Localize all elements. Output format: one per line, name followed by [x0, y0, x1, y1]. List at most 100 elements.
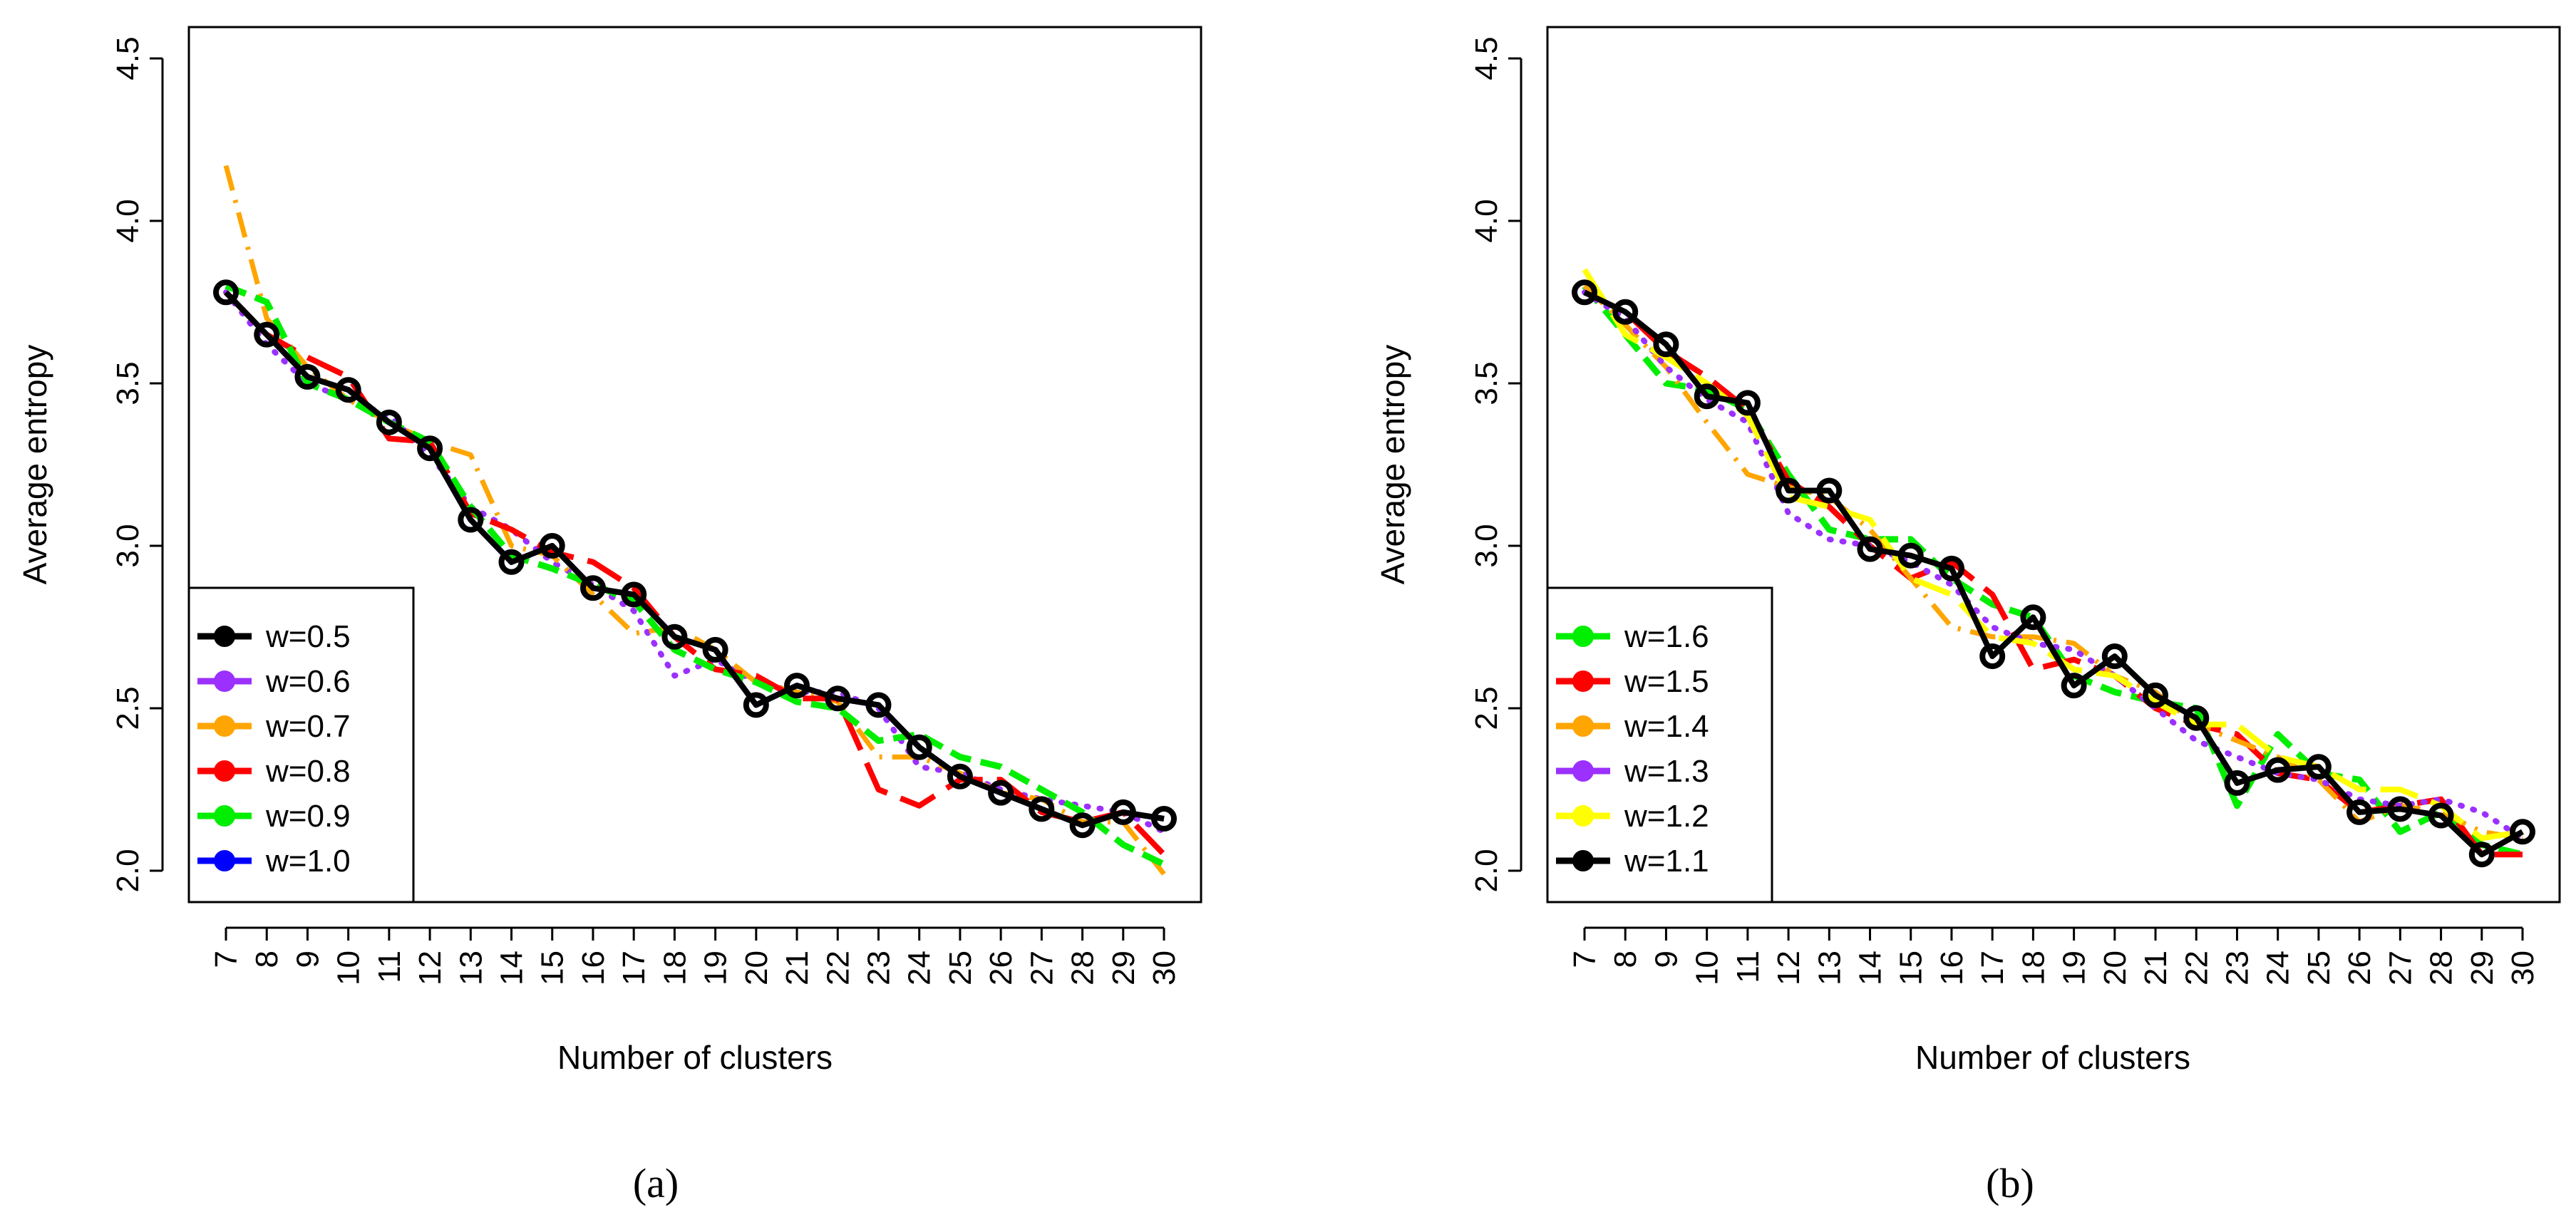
data-point	[1151, 806, 1177, 832]
legend-label: w=0.7	[265, 709, 351, 744]
data-point	[743, 692, 769, 718]
data-point	[906, 734, 932, 760]
x-tick-label: 18	[657, 951, 692, 985]
legend-swatch-marker	[1572, 805, 1594, 827]
x-tick-label: 17	[1975, 951, 2010, 985]
data-point	[1612, 299, 1639, 325]
panel-a-legend: w=0.5 w=0.6 w=0.7 w=0.8 w=0.9 w=1.0	[187, 586, 415, 904]
data-point	[1653, 331, 1679, 358]
data-point	[1897, 542, 1924, 569]
x-tick-label: 8	[1608, 951, 1643, 968]
panel-b-axes: 2.0 2.5 3.0 3.5 4.0 4.5 7 8 9 10 11 12 13 14 15 16 17 18 1…	[1469, 36, 2540, 985]
x-tick-label: 21	[2138, 951, 2173, 985]
data-point	[2428, 802, 2454, 829]
legend-swatch-marker	[1572, 626, 1594, 647]
legend-swatch-marker	[214, 626, 235, 647]
x-tick-label: 15	[1894, 951, 1929, 985]
y-tick-label: 3.5	[110, 361, 145, 405]
x-tick-label: 15	[535, 951, 570, 985]
data-point	[458, 507, 484, 533]
legend-label: w=1.4	[1624, 709, 1709, 744]
data-point	[2101, 643, 2128, 669]
legend-swatch-marker	[1572, 760, 1594, 782]
y-tick-label: 4.0	[1469, 199, 1504, 242]
x-tick-label: 23	[861, 951, 896, 985]
legend-swatch-marker	[214, 715, 235, 737]
legend-label: w=0.6	[265, 664, 351, 699]
data-point	[1816, 477, 1843, 504]
x-tick-label: 27	[1024, 951, 1059, 985]
x-tick-label: 11	[372, 951, 407, 983]
x-tick-label: 26	[984, 951, 1019, 985]
y-tick-label: 4.0	[110, 199, 145, 242]
legend-label: w=0.8	[265, 754, 351, 789]
data-point	[947, 763, 973, 789]
x-tick-label: 14	[495, 951, 530, 985]
x-tick-label: 25	[2302, 951, 2337, 985]
x-tick-label: 11	[1731, 951, 1766, 983]
panel-a-x-axis-label: Number of clusters	[557, 1039, 833, 1076]
x-tick-label: 30	[2505, 951, 2540, 985]
data-point	[335, 377, 361, 403]
data-point	[661, 623, 688, 650]
x-tick-label: 8	[249, 951, 284, 968]
legend-label: w=1.1	[1624, 844, 1709, 879]
x-tick-label: 25	[943, 951, 978, 985]
y-tick-label: 4.5	[1469, 36, 1504, 80]
x-tick-label: 12	[413, 951, 448, 985]
data-point	[539, 533, 565, 559]
x-tick-label: 10	[1690, 951, 1725, 985]
x-tick-label: 19	[2057, 951, 2092, 985]
y-tick-label: 2.0	[110, 849, 145, 892]
data-point	[1734, 390, 1761, 416]
panel-b: 2.0 2.5 3.0 3.5 4.0 4.5 7 8 9 10 11 12 13 14 15 16 17 18 1…	[1374, 26, 2561, 1206]
x-tick-label: 17	[617, 951, 651, 985]
legend-label: w=1.2	[1624, 799, 1709, 834]
data-point	[1776, 477, 1802, 504]
panel-b-series-w-1_1	[1583, 289, 2524, 858]
legend-label: w=0.9	[265, 799, 351, 834]
data-point	[498, 549, 525, 575]
data-point	[702, 636, 728, 663]
legend-swatch-marker	[1572, 671, 1594, 692]
data-point	[2468, 842, 2495, 868]
data-point	[213, 279, 239, 306]
x-tick-label: 9	[1649, 951, 1684, 968]
x-tick-label: 7	[1567, 951, 1602, 968]
data-point	[376, 409, 402, 435]
panel-a-subfigure-label: (a)	[633, 1160, 679, 1206]
panel-a-series-w-0_9	[225, 283, 1165, 867]
x-tick-label: 16	[1934, 951, 1969, 985]
y-tick-label: 2.5	[110, 686, 145, 730]
data-point	[2510, 819, 2535, 845]
data-point	[2265, 757, 2291, 783]
x-tick-label: 16	[576, 951, 611, 985]
panel-a: 2.0 2.5 3.0 3.5 4.0 4.5 7 8 9 10 11 12 13 14 15 16 17 18 1…	[16, 26, 1202, 1206]
x-tick-label: 10	[331, 951, 366, 985]
x-tick-label: 20	[2098, 951, 2133, 985]
data-point	[1110, 799, 1136, 825]
data-point	[1857, 536, 1883, 562]
x-tick-label: 29	[2465, 951, 2500, 985]
x-tick-label: 26	[2342, 951, 2377, 985]
legend-swatch-marker	[1572, 850, 1594, 871]
data-point	[1572, 279, 1597, 306]
x-tick-label: 21	[780, 951, 815, 985]
x-tick-label: 18	[2016, 951, 2051, 985]
panel-a-y-axis-label: Average entropy	[16, 345, 53, 585]
x-tick-label: 22	[820, 951, 855, 985]
data-point	[2020, 604, 2046, 631]
data-point	[865, 692, 892, 718]
panel-b-plot-frame	[1546, 26, 2561, 904]
x-tick-label: 19	[699, 951, 733, 985]
data-point	[2183, 705, 2210, 731]
y-tick-label: 2.5	[1469, 686, 1504, 730]
y-tick-label: 4.5	[110, 36, 145, 80]
data-point	[1979, 643, 2006, 669]
data-point	[294, 363, 321, 390]
x-tick-label: 28	[2424, 951, 2459, 985]
data-point	[2224, 770, 2250, 796]
panel-a-series-layer	[213, 165, 1177, 876]
panel-b-x-axis-label: Number of clusters	[1915, 1039, 2190, 1076]
